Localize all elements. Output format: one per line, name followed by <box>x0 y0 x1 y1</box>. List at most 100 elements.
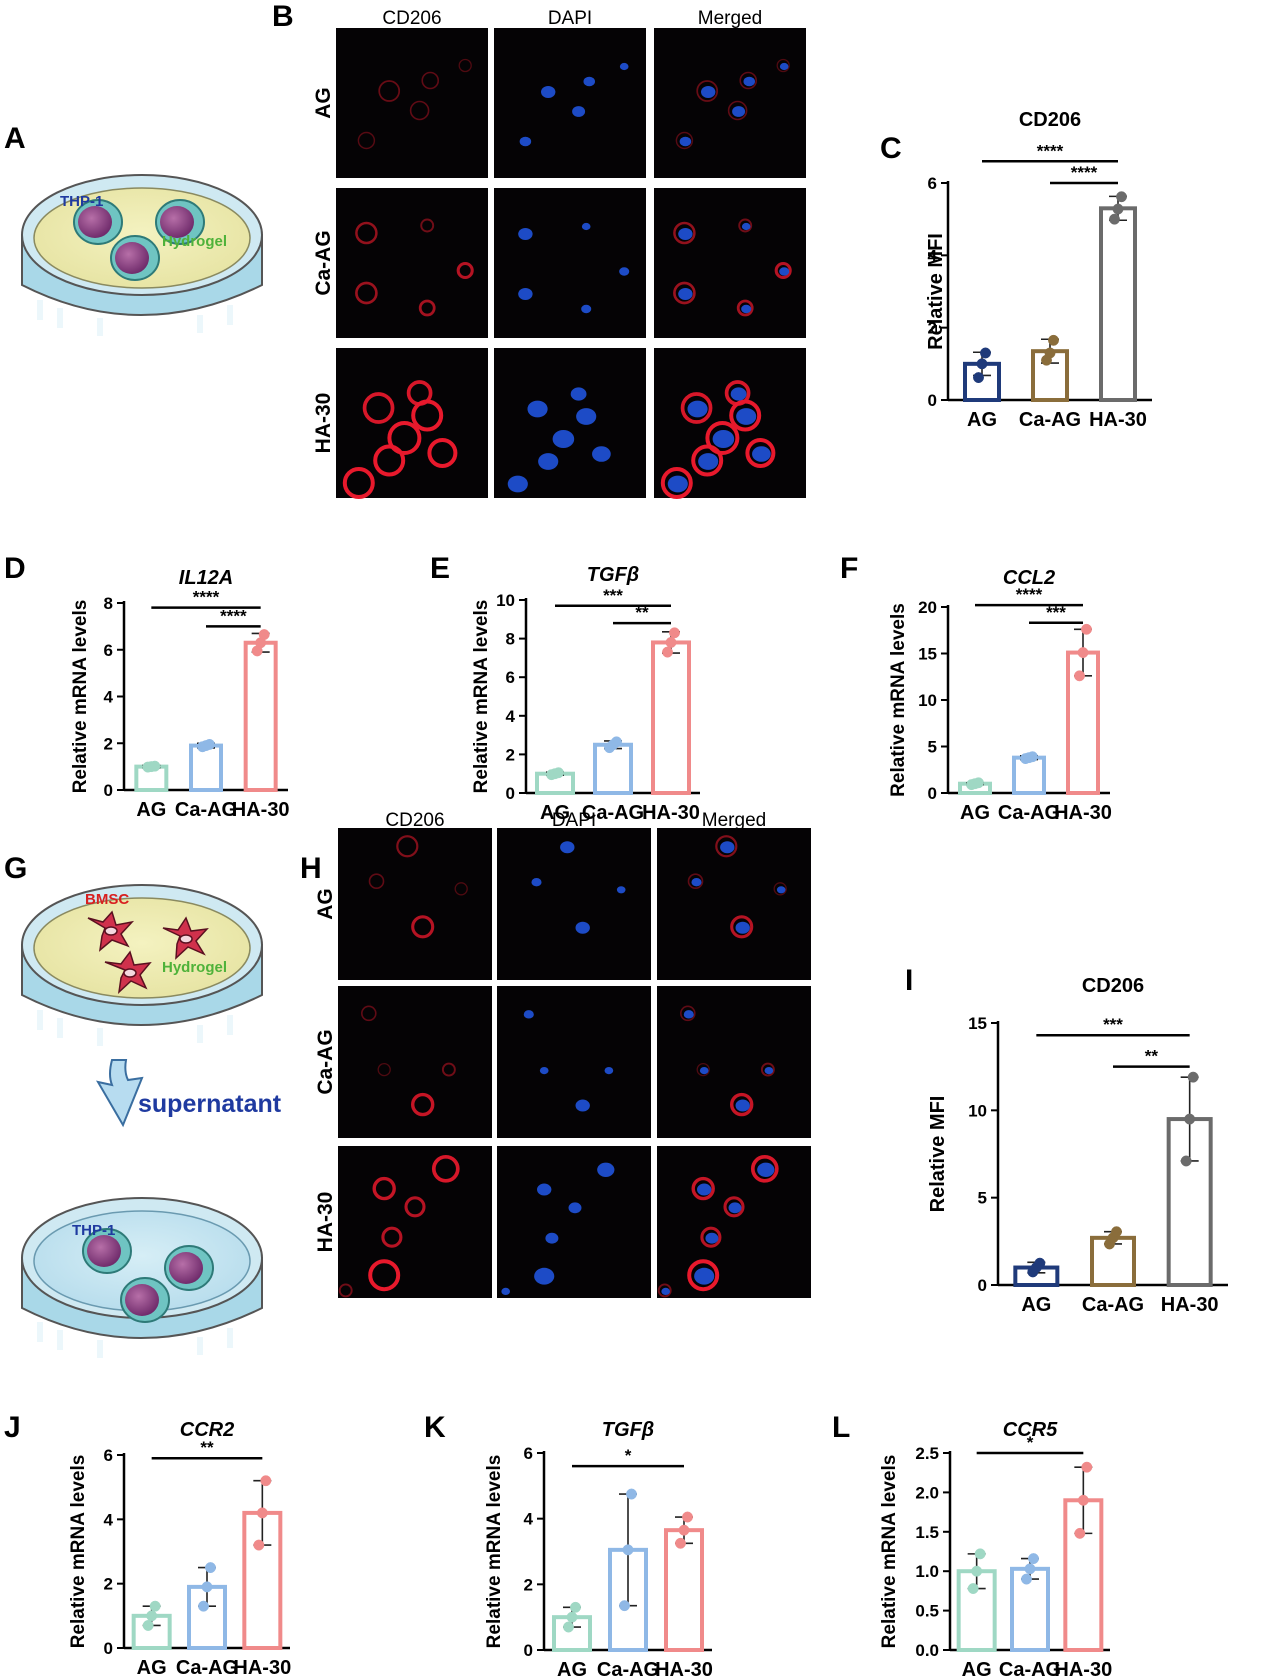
dapi-nucleus <box>572 106 586 117</box>
x-tick-label: Ca-AG <box>582 802 644 824</box>
data-point <box>1116 191 1127 203</box>
micrograph-merged-ha-30 <box>657 1146 811 1298</box>
micrograph-background <box>494 348 646 498</box>
data-point <box>1074 670 1085 682</box>
micrograph-dapi-ca-ag <box>494 188 646 338</box>
row-label-ag: AG <box>312 87 335 119</box>
data-point <box>260 1475 272 1487</box>
dapi-nucleus <box>501 1287 511 1295</box>
micrograph-background <box>338 1146 492 1298</box>
micrograph-cd206-ag <box>336 28 488 178</box>
micrograph-background <box>338 986 492 1138</box>
data-point <box>665 637 677 648</box>
data-point <box>149 760 161 772</box>
significance-label: **** <box>1016 585 1043 604</box>
dapi-nucleus <box>730 387 747 401</box>
micrograph-grid-H: CD206 DAPI Merged AG Ca-AG HA-30 <box>314 810 811 1298</box>
chart-title: CCR2 <box>180 1419 234 1441</box>
micrograph-dapi-ag <box>497 828 651 980</box>
data-point <box>198 1600 209 1612</box>
row-label-ha-30: HA-30 <box>312 393 335 454</box>
cd206-signal <box>687 1259 720 1292</box>
cd206-signal <box>355 281 378 305</box>
panel-letter-I: I <box>905 964 913 997</box>
dapi-nucleus <box>581 304 592 314</box>
cd206-signal <box>739 71 758 90</box>
cd206-signal <box>696 80 719 102</box>
data-point <box>146 1610 158 1622</box>
significance-label: **** <box>1071 163 1098 182</box>
thp1-cell <box>73 199 123 245</box>
panel-letter-C: C <box>880 132 902 165</box>
dapi-nucleus <box>531 878 542 887</box>
data-point <box>611 736 622 748</box>
cd206-signal <box>691 1176 715 1201</box>
y-tick-label: 1.0 <box>915 1562 939 1581</box>
data-point <box>1081 1461 1093 1473</box>
dapi-nucleus <box>507 475 528 493</box>
cd206-signal <box>745 438 776 468</box>
data-point <box>971 1565 983 1577</box>
dapi-nucleus <box>537 1183 552 1196</box>
row-label-ca-ag: Ca-AG <box>312 230 335 295</box>
dapi-nucleus <box>776 886 786 894</box>
row-label-ag: AG <box>314 888 337 920</box>
micrograph-cd206-ha-30 <box>336 348 488 499</box>
cd206-signal <box>456 261 474 280</box>
data-point <box>1184 1113 1196 1125</box>
x-tick-label: Ca-AG <box>175 799 237 821</box>
cd206-signal <box>378 80 401 102</box>
dapi-nucleus <box>560 841 575 854</box>
data-point <box>1048 334 1059 346</box>
cd206-signal <box>776 58 790 73</box>
y-axis-label: Relative mRNA levels <box>70 600 91 794</box>
y-tick-label: 4 <box>104 688 114 707</box>
cd206-signal <box>657 1283 672 1298</box>
dapi-nucleus <box>698 453 719 470</box>
data-point <box>669 627 680 639</box>
dapi-nucleus <box>741 304 752 314</box>
y-tick-label: 0.0 <box>915 1641 939 1660</box>
significance-label: ** <box>635 603 649 622</box>
bar-ca-ag <box>593 742 633 795</box>
x-tick-label: AG <box>967 409 997 431</box>
data-point <box>626 1488 637 1500</box>
micrograph-merged-ag <box>657 828 811 980</box>
y-tick-label: 0 <box>506 784 515 803</box>
data-point <box>1111 1226 1122 1238</box>
x-tick-label: AG <box>1021 1294 1051 1316</box>
data-point <box>1024 1563 1036 1575</box>
cd206-signal <box>411 915 435 939</box>
data-point <box>149 1600 161 1612</box>
micrograph-dapi-ha-30 <box>497 1146 651 1298</box>
data-point <box>256 1507 268 1519</box>
y-tick-label: 6 <box>524 1444 533 1463</box>
row-label-ha-30: HA-30 <box>314 1192 337 1253</box>
x-tick-label: HA-30 <box>233 1657 291 1679</box>
y-tick-label: 6 <box>104 1446 113 1465</box>
data-point <box>980 347 991 359</box>
dapi-nucleus <box>619 62 629 71</box>
chart-E: 0 2 4 6 8 10 TGFβ Relative mRNA levels AG Ca-AGHA… <box>471 564 700 824</box>
y-tick-label: 2.0 <box>915 1483 939 1502</box>
data-point <box>1180 1155 1192 1167</box>
thp1-label: THP-1 <box>60 193 103 210</box>
data-point <box>1074 1527 1086 1539</box>
dapi-nucleus <box>735 1099 750 1112</box>
chart-D: 0 2 4 6 8 IL12A Relative mRNA levels AG Ca-AGHA-… <box>70 567 290 821</box>
cd206-signal <box>411 1092 435 1117</box>
y-tick-label: 0 <box>524 1641 533 1660</box>
chart-title: TGFβ <box>602 1419 654 1441</box>
micrograph-merged-ha-30 <box>654 348 806 499</box>
significance-label: * <box>625 1446 632 1465</box>
cd206-signal <box>360 1005 377 1022</box>
micrograph-dapi-ca-ag <box>497 986 651 1138</box>
y-tick-label: 0 <box>978 1276 987 1295</box>
dapi-nucleus <box>534 1267 555 1285</box>
y-tick-label: 5 <box>978 1189 987 1208</box>
dapi-nucleus <box>527 400 548 418</box>
thp1-cell <box>82 1228 132 1274</box>
cd206-signal <box>705 421 740 455</box>
dapi-nucleus <box>570 387 587 401</box>
cd206-signal <box>727 100 748 121</box>
